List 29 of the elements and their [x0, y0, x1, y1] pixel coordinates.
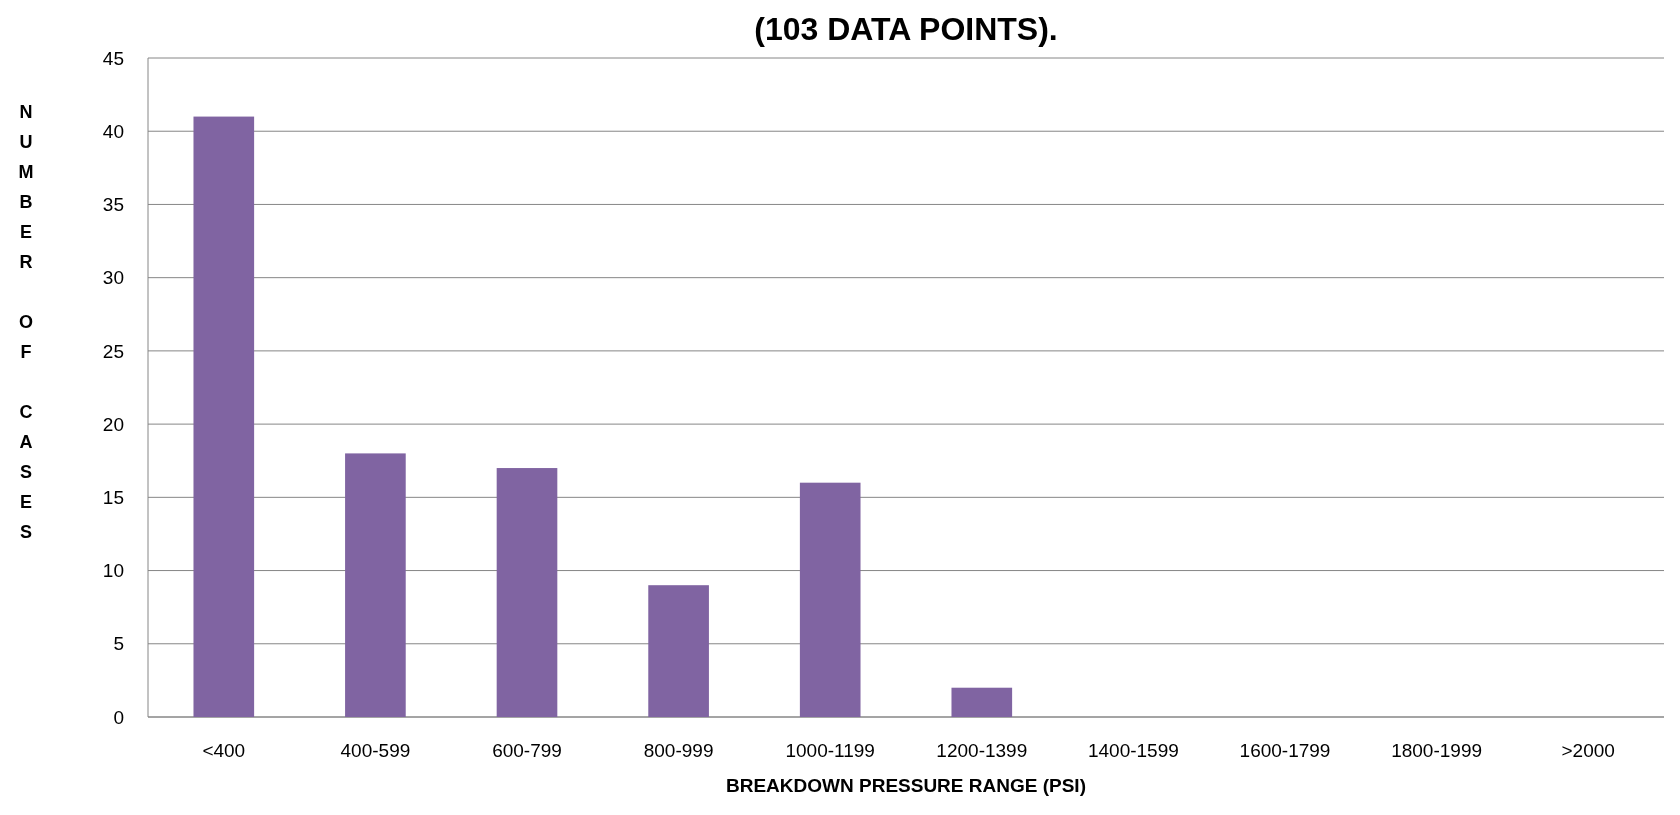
bar — [951, 687, 1013, 717]
y-tick-label: 0 — [113, 706, 124, 728]
x-tick-label: 1200-1399 — [936, 740, 1028, 761]
x-tick-label: 1400-1599 — [1087, 740, 1179, 761]
y-tick-label: 20 — [102, 413, 124, 435]
x-tick-label: <400 — [202, 740, 246, 761]
y-tick-label: 5 — [113, 633, 124, 655]
y-tick-label: 45 — [102, 47, 124, 69]
bar — [799, 482, 861, 717]
x-tick-label: 800-999 — [643, 740, 714, 761]
x-tick-label: 1000-1199 — [785, 740, 875, 761]
x-tick-label: 1800-1999 — [1391, 740, 1483, 761]
y-tick-label: 30 — [102, 267, 124, 289]
x-tick-label: 400-599 — [340, 740, 411, 761]
bar — [193, 116, 255, 717]
x-axis-title: BREAKDOWN PRESSURE RANGE (PSI) — [726, 775, 1086, 796]
x-tick-label: >2000 — [1561, 740, 1615, 761]
y-tick-label: 25 — [102, 340, 124, 362]
x-tick-label: 1600-1799 — [1239, 740, 1331, 761]
y-tick-label: 35 — [102, 194, 124, 216]
bar — [496, 468, 558, 717]
x-tick-label: 600-799 — [492, 740, 562, 761]
y-tick-label: 15 — [102, 486, 124, 508]
y-tick-label: 10 — [102, 560, 124, 582]
bar — [648, 585, 709, 717]
text: NUMBER OF CASES — [18, 102, 34, 542]
chart-title: (103 DATA POINTS). — [754, 11, 1058, 47]
y-tick-label: 40 — [102, 120, 124, 142]
bar — [345, 453, 406, 717]
